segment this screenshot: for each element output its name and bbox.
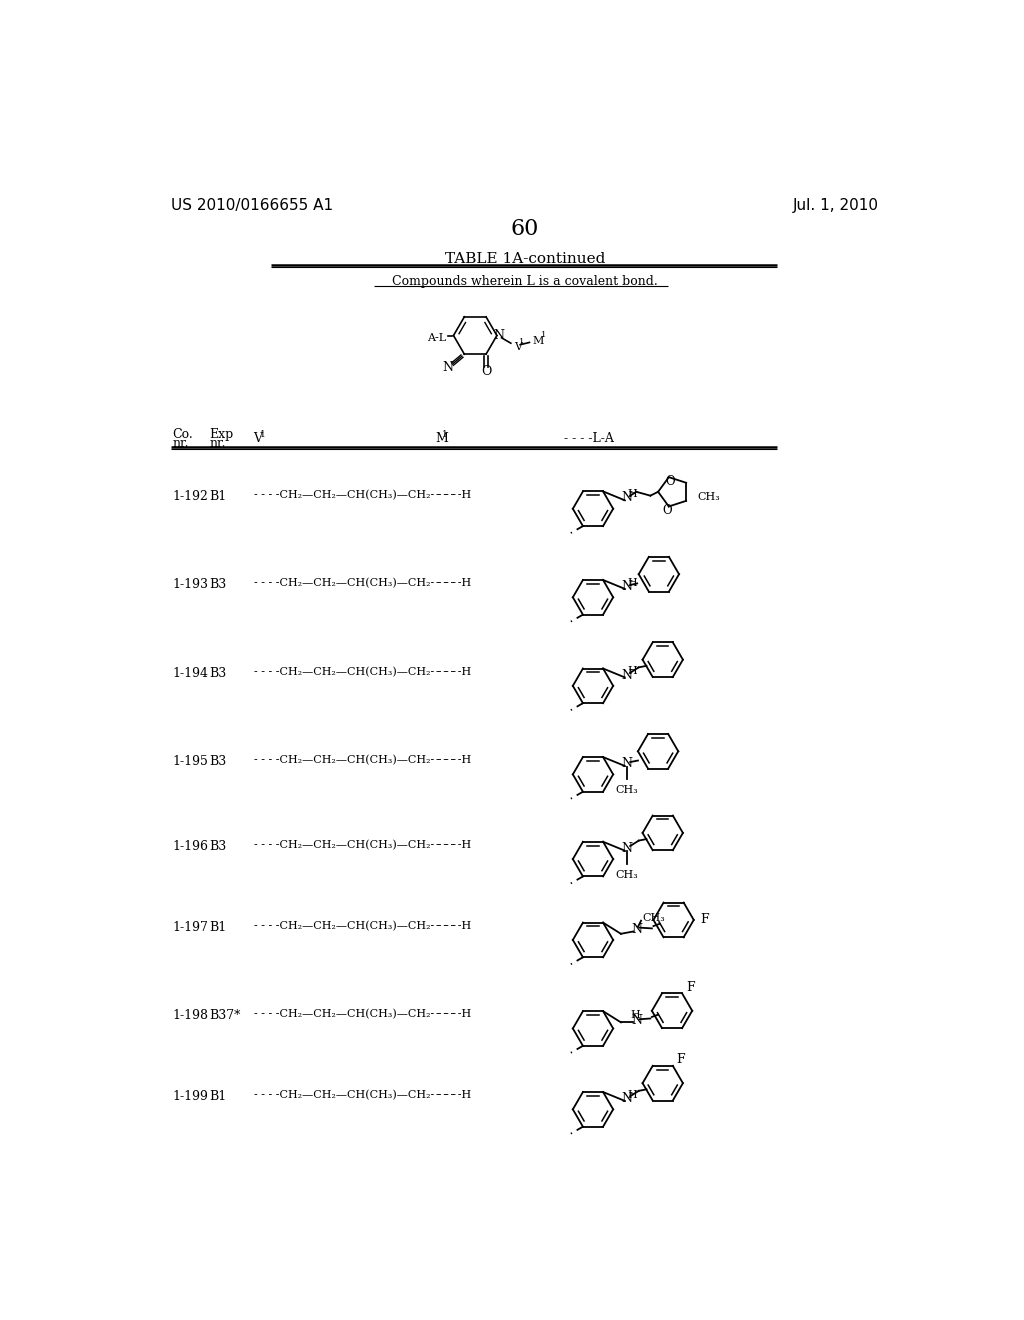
Text: - - - -H: - - - -H (435, 490, 471, 499)
Text: 1-199: 1-199 (172, 1090, 208, 1104)
Text: - - - -CH₂—CH₂—CH(CH₃)—CH₂- - - -: - - - -CH₂—CH₂—CH(CH₃)—CH₂- - - - (254, 667, 456, 677)
Text: N: N (442, 362, 454, 374)
Text: 1-197: 1-197 (172, 921, 208, 933)
Text: Co.: Co. (172, 428, 193, 441)
Text: 1-196: 1-196 (172, 840, 208, 853)
Text: H: H (628, 490, 637, 499)
Text: CH₃: CH₃ (615, 870, 639, 880)
Text: 1: 1 (519, 338, 524, 346)
Text: 60: 60 (511, 218, 539, 240)
Text: N: N (622, 842, 633, 855)
Text: - - - -L-A: - - - -L-A (564, 432, 614, 445)
Text: - - - -CH₂—CH₂—CH(CH₃)—CH₂- - - -: - - - -CH₂—CH₂—CH(CH₃)—CH₂- - - - (254, 755, 456, 766)
Text: B3: B3 (209, 755, 226, 768)
Text: nr.: nr. (209, 437, 226, 450)
Text: 1-194: 1-194 (172, 667, 208, 680)
Text: N: N (622, 668, 633, 681)
Text: - - - -CH₂—CH₂—CH(CH₃)—CH₂- - - -: - - - -CH₂—CH₂—CH(CH₃)—CH₂- - - - (254, 578, 456, 589)
Text: 1: 1 (442, 430, 447, 440)
Text: CH₃: CH₃ (643, 913, 666, 924)
Text: - - - -H: - - - -H (435, 1090, 471, 1100)
Text: B1: B1 (209, 921, 226, 933)
Text: H: H (628, 667, 637, 676)
Text: 1-192: 1-192 (172, 490, 208, 503)
Text: F: F (700, 913, 709, 927)
Text: F: F (686, 981, 694, 994)
Text: N: N (622, 1092, 633, 1105)
Text: Exp: Exp (209, 428, 233, 441)
Text: 1: 1 (541, 331, 547, 339)
Text: N: N (622, 758, 633, 770)
Text: B37*: B37* (209, 1010, 241, 1022)
Text: - - - -H: - - - -H (435, 578, 471, 587)
Text: - - - -H: - - - -H (435, 755, 471, 766)
Text: B1: B1 (209, 490, 226, 503)
Text: M: M (435, 432, 449, 445)
Text: TABLE 1A-continued: TABLE 1A-continued (444, 252, 605, 267)
Text: B3: B3 (209, 840, 226, 853)
Text: - - - -CH₂—CH₂—CH(CH₃)—CH₂- - - -: - - - -CH₂—CH₂—CH(CH₃)—CH₂- - - - (254, 921, 456, 931)
Text: N: N (631, 924, 642, 936)
Text: 1-195: 1-195 (172, 755, 208, 768)
Text: O: O (481, 364, 492, 378)
Text: F: F (677, 1053, 685, 1067)
Text: US 2010/0166655 A1: US 2010/0166655 A1 (171, 198, 333, 214)
Text: - - - -H: - - - -H (435, 921, 471, 931)
Text: nr.: nr. (172, 437, 188, 450)
Text: Compounds wherein L is a covalent bond.: Compounds wherein L is a covalent bond. (392, 276, 657, 289)
Text: H: H (628, 1090, 637, 1100)
Text: - - - -CH₂—CH₂—CH(CH₃)—CH₂- - - -: - - - -CH₂—CH₂—CH(CH₃)—CH₂- - - - (254, 490, 456, 500)
Text: V: V (514, 342, 522, 352)
Text: N: N (622, 579, 633, 593)
Text: 1: 1 (260, 430, 265, 440)
Text: N: N (622, 491, 633, 504)
Text: - - - -H: - - - -H (435, 667, 471, 677)
Text: - - - -CH₂—CH₂—CH(CH₃)—CH₂- - - -: - - - -CH₂—CH₂—CH(CH₃)—CH₂- - - - (254, 1010, 456, 1019)
Text: 1-193: 1-193 (172, 578, 208, 591)
Text: - - - -H: - - - -H (435, 1010, 471, 1019)
Text: B1: B1 (209, 1090, 226, 1104)
Text: O: O (663, 504, 672, 517)
Text: CH₃: CH₃ (697, 492, 721, 502)
Text: O: O (666, 474, 675, 487)
Text: 1-198: 1-198 (172, 1010, 208, 1022)
Text: - - - -H: - - - -H (435, 840, 471, 850)
Text: H: H (630, 1010, 640, 1019)
Text: CH₃: CH₃ (615, 785, 639, 795)
Text: M: M (532, 335, 544, 346)
Text: B3: B3 (209, 578, 226, 591)
Text: V: V (254, 432, 262, 445)
Text: A-L: A-L (427, 333, 445, 343)
Text: N: N (493, 329, 504, 342)
Text: Jul. 1, 2010: Jul. 1, 2010 (793, 198, 879, 214)
Text: - - - -CH₂—CH₂—CH(CH₃)—CH₂- - - -: - - - -CH₂—CH₂—CH(CH₃)—CH₂- - - - (254, 1090, 456, 1101)
Text: B3: B3 (209, 667, 226, 680)
Text: N: N (631, 1014, 642, 1027)
Text: H: H (628, 578, 637, 587)
Text: - - - -CH₂—CH₂—CH(CH₃)—CH₂- - - -: - - - -CH₂—CH₂—CH(CH₃)—CH₂- - - - (254, 840, 456, 850)
